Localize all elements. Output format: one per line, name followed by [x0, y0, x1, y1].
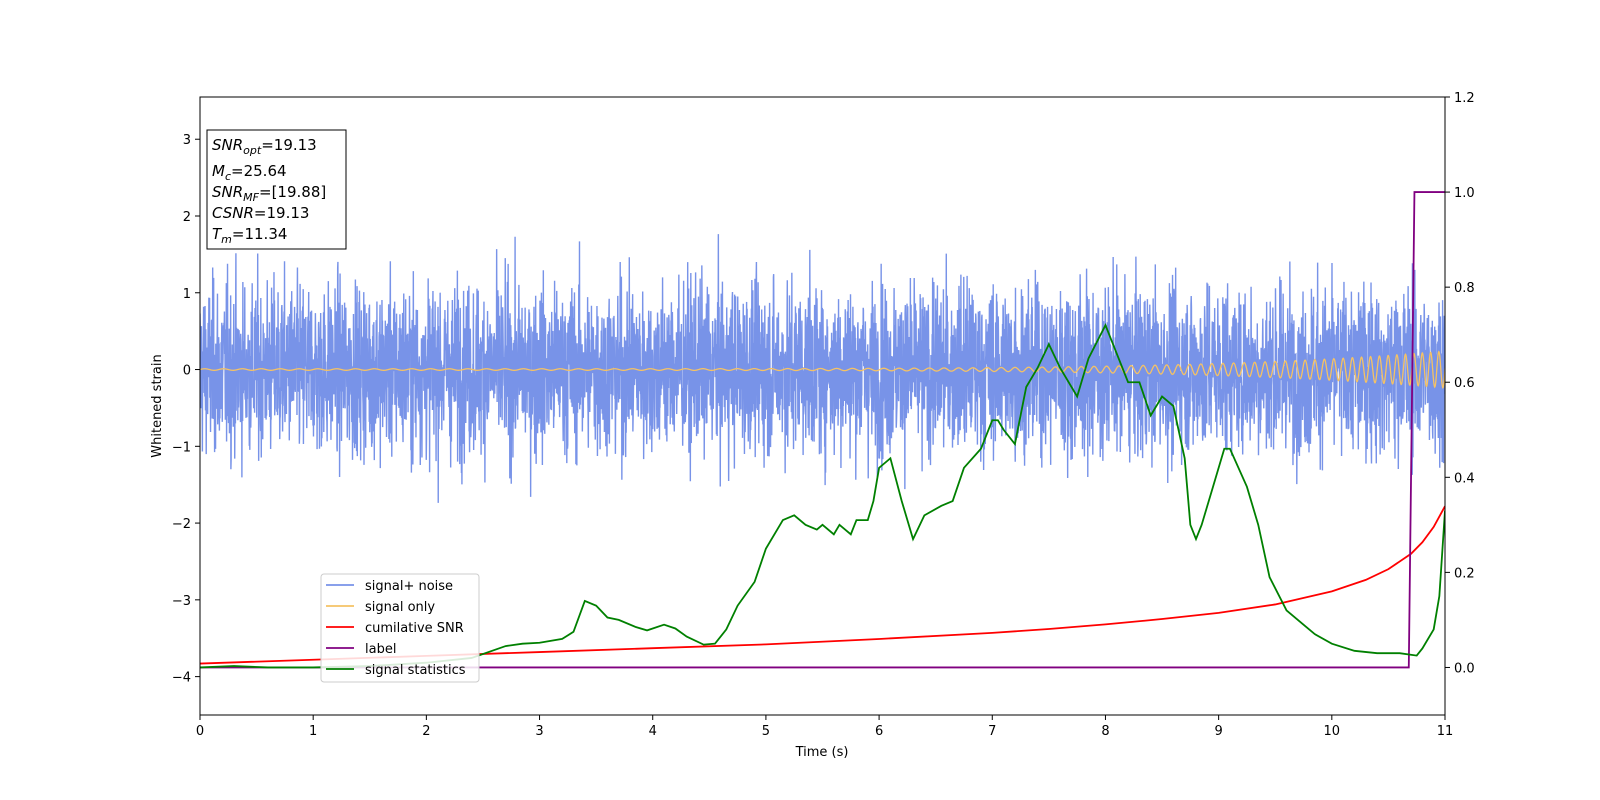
- plot-frame: [199, 96, 1446, 716]
- y-right-tick-label: 0.0: [1454, 661, 1475, 676]
- info-line: Tm=11.34: [212, 225, 287, 246]
- x-tick-label: 7: [988, 724, 996, 739]
- x-tick-label: 4: [649, 724, 657, 739]
- legend-label: label: [365, 642, 396, 657]
- right-y-axis: 0.0 0.2 0.4 0.6 0.8 1.0 1.2: [1445, 91, 1475, 676]
- x-tick-label: 10: [1324, 724, 1341, 739]
- info-line: CSNR=19.13: [212, 204, 309, 222]
- legend-frame: [320, 573, 480, 683]
- x-tick-label: 0: [196, 724, 204, 739]
- info-line: Mc=25.64: [212, 162, 287, 183]
- info-box: SNRopt=19.13 Mc=25.64SNRMF=[19.88]CSNR=19…: [206, 129, 347, 250]
- series-line-signal-statistics: [200, 322, 1445, 669]
- y-left-tick-label: 1: [183, 287, 191, 302]
- legend-label: signal+ noise: [365, 579, 453, 594]
- info-line: SNRMF=[19.88]: [212, 183, 326, 204]
- y-right-tick-label: 0.4: [1454, 471, 1475, 486]
- y-left-tick-label: −3: [172, 594, 191, 609]
- series-line-signal-only: [200, 350, 1445, 389]
- y-right-tick-label: 0.8: [1454, 281, 1475, 296]
- series-layer: [200, 191, 1445, 669]
- series-line-cumilative-snr: [200, 505, 1445, 665]
- x-tick-label: 2: [422, 724, 430, 739]
- y-left-tick-label: 2: [183, 210, 191, 225]
- y-right-tick-label: 0.6: [1454, 376, 1475, 391]
- x-tick-label: 8: [1101, 724, 1109, 739]
- y-left-tick-label: 0: [183, 364, 191, 379]
- info-line: SNRopt=19.13: [212, 136, 317, 157]
- y-left-tick-label: −4: [172, 671, 191, 686]
- y-left-tick-label: −2: [172, 517, 191, 532]
- legend-label: signal statistics: [365, 663, 466, 678]
- y-left-tick-label: −1: [172, 440, 191, 455]
- x-tick-label: 9: [1214, 724, 1222, 739]
- y-right-tick-label: 1.2: [1454, 91, 1475, 106]
- legend-label: signal only: [365, 600, 435, 615]
- x-tick-label: 6: [875, 724, 883, 739]
- series-line-signal-noise: [200, 234, 1445, 503]
- y-right-tick-label: 1.0: [1454, 186, 1475, 201]
- series-line-label: [200, 191, 1445, 669]
- x-tick-label: 11: [1437, 724, 1454, 739]
- legend-label: cumilative SNR: [365, 621, 464, 636]
- info-box-frame: [206, 129, 347, 250]
- x-tick-label: 3: [535, 724, 543, 739]
- legend: signal+ noise signal only cumilative SNR la…: [320, 573, 480, 683]
- y-right-tick-label: 0.2: [1454, 566, 1475, 581]
- x-tick-label: 1: [309, 724, 317, 739]
- x-axis-label: Time (s): [795, 745, 849, 760]
- y-left-tick-label: 3: [183, 133, 191, 148]
- left-y-axis: −4 −3 −2 −1 0 1 2 3: [172, 133, 200, 686]
- y-axis-label-left: Whitened strain: [150, 354, 165, 457]
- x-tick-label: 5: [762, 724, 770, 739]
- x-axis: 0 1 2 3 4 5 6 7 8 9 10 11: [196, 715, 1453, 739]
